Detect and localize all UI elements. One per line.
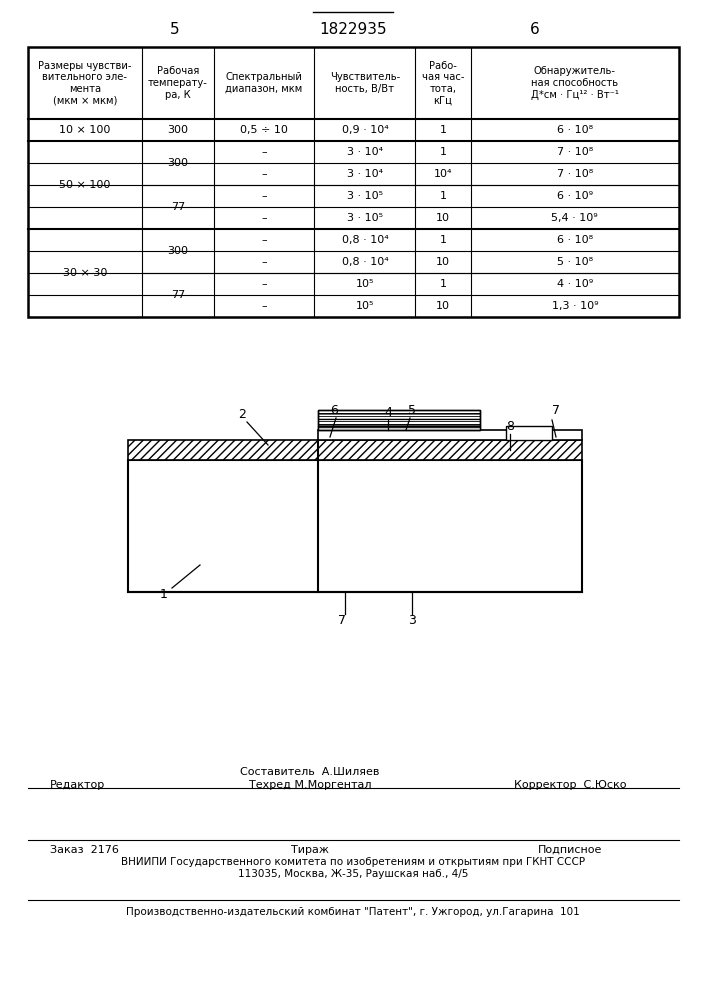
Text: –: – bbox=[261, 301, 267, 311]
Text: 3 · 10⁵: 3 · 10⁵ bbox=[347, 213, 383, 223]
Text: 6: 6 bbox=[530, 22, 540, 37]
Text: 1: 1 bbox=[440, 125, 447, 135]
Text: Чувствитель-
ность, В/Вт: Чувствитель- ность, В/Вт bbox=[329, 72, 400, 94]
Text: 7: 7 bbox=[552, 404, 560, 418]
Text: 1: 1 bbox=[440, 191, 447, 201]
Text: Рабо-
чая час-
тота,
кГц: Рабо- чая час- тота, кГц bbox=[422, 61, 464, 105]
Text: Тираж: Тираж bbox=[291, 845, 329, 855]
Text: 1: 1 bbox=[440, 147, 447, 157]
Text: 4 · 10⁹: 4 · 10⁹ bbox=[556, 279, 593, 289]
Bar bbox=[318, 440, 582, 460]
Text: 0,5 ÷ 10: 0,5 ÷ 10 bbox=[240, 125, 288, 135]
Text: 300: 300 bbox=[168, 246, 188, 256]
Text: 10⁵: 10⁵ bbox=[356, 301, 374, 311]
Text: 3 · 10⁴: 3 · 10⁴ bbox=[347, 147, 383, 157]
Bar bbox=[28, 47, 679, 317]
Text: 1,3 · 10⁹: 1,3 · 10⁹ bbox=[551, 301, 598, 311]
Text: 10⁴: 10⁴ bbox=[434, 169, 452, 179]
Text: –: – bbox=[261, 279, 267, 289]
Text: 1: 1 bbox=[440, 235, 447, 245]
Bar bbox=[128, 460, 582, 592]
Text: 0,9 · 10⁴: 0,9 · 10⁴ bbox=[341, 125, 388, 135]
Text: Заказ  2176: Заказ 2176 bbox=[50, 845, 119, 855]
Text: 2: 2 bbox=[238, 408, 246, 422]
Text: 5: 5 bbox=[170, 22, 180, 37]
Text: –: – bbox=[261, 257, 267, 267]
Text: 6 · 10⁸: 6 · 10⁸ bbox=[557, 235, 593, 245]
Text: 113035, Москва, Ж-35, Раушская наб., 4/5: 113035, Москва, Ж-35, Раушская наб., 4/5 bbox=[238, 869, 468, 879]
Text: 77: 77 bbox=[170, 290, 185, 300]
Text: 1822935: 1822935 bbox=[319, 22, 387, 37]
Text: 1: 1 bbox=[160, 587, 168, 600]
Text: 7 · 10⁸: 7 · 10⁸ bbox=[557, 169, 593, 179]
Text: Составитель  А.Шиляев: Составитель А.Шиляев bbox=[240, 767, 380, 777]
Text: 6: 6 bbox=[330, 403, 338, 416]
Bar bbox=[318, 410, 480, 430]
Text: –: – bbox=[261, 147, 267, 157]
Text: 300: 300 bbox=[168, 158, 188, 168]
Text: 8: 8 bbox=[506, 420, 514, 432]
Text: Подписное: Подписное bbox=[538, 845, 602, 855]
Text: Корректор  С.Юско: Корректор С.Юско bbox=[514, 780, 626, 790]
Text: Размеры чувстви-
вительного эле-
мента
(мкм × мкм): Размеры чувстви- вительного эле- мента (… bbox=[38, 61, 132, 105]
Bar bbox=[506, 426, 552, 440]
Text: 10: 10 bbox=[436, 257, 450, 267]
Text: 50 × 100: 50 × 100 bbox=[59, 180, 111, 190]
Text: 30 × 30: 30 × 30 bbox=[63, 268, 107, 278]
Text: –: – bbox=[261, 169, 267, 179]
Text: 3 · 10⁴: 3 · 10⁴ bbox=[347, 169, 383, 179]
Bar bbox=[318, 426, 480, 430]
Text: 7: 7 bbox=[338, 614, 346, 628]
Text: 5 · 10⁸: 5 · 10⁸ bbox=[557, 257, 593, 267]
Text: –: – bbox=[261, 235, 267, 245]
Text: 10: 10 bbox=[436, 213, 450, 223]
Text: Спектральный
диапазон, мкм: Спектральный диапазон, мкм bbox=[226, 72, 303, 94]
Text: Производственно-издательский комбинат "Патент", г. Ужгород, ул.Гагарина  101: Производственно-издательский комбинат "П… bbox=[126, 907, 580, 917]
Text: 3 · 10⁵: 3 · 10⁵ bbox=[347, 191, 383, 201]
Text: Рабочая
температу-
ра, К: Рабочая температу- ра, К bbox=[148, 66, 208, 100]
Text: –: – bbox=[261, 213, 267, 223]
Text: 3: 3 bbox=[408, 614, 416, 628]
Text: 10: 10 bbox=[436, 301, 450, 311]
Bar bbox=[318, 410, 480, 430]
Bar bbox=[128, 440, 318, 460]
Text: 6 · 10⁸: 6 · 10⁸ bbox=[557, 125, 593, 135]
Text: 10 × 100: 10 × 100 bbox=[59, 125, 111, 135]
Text: 0,8 · 10⁴: 0,8 · 10⁴ bbox=[341, 235, 388, 245]
Text: Обнаружитель-
ная способность
Д*см · Гц¹² · Вт⁻¹: Обнаружитель- ная способность Д*см · Гц¹… bbox=[531, 66, 619, 100]
Text: 300: 300 bbox=[168, 125, 188, 135]
Text: 6 · 10⁹: 6 · 10⁹ bbox=[557, 191, 593, 201]
Text: 10⁵: 10⁵ bbox=[356, 279, 374, 289]
Text: 5,4 · 10⁹: 5,4 · 10⁹ bbox=[551, 213, 598, 223]
Text: Редактор: Редактор bbox=[50, 780, 105, 790]
Text: 77: 77 bbox=[170, 202, 185, 212]
Text: 4: 4 bbox=[384, 406, 392, 418]
Text: Техред М.Моргентал: Техред М.Моргентал bbox=[249, 780, 371, 790]
Text: ВНИИПИ Государственного комитета по изобретениям и открытиям при ГКНТ СССР: ВНИИПИ Государственного комитета по изоб… bbox=[121, 857, 585, 867]
Text: 1: 1 bbox=[440, 279, 447, 289]
Text: 7 · 10⁸: 7 · 10⁸ bbox=[557, 147, 593, 157]
Text: 0,8 · 10⁴: 0,8 · 10⁴ bbox=[341, 257, 388, 267]
Bar bbox=[318, 430, 582, 440]
Text: –: – bbox=[261, 191, 267, 201]
Text: 5: 5 bbox=[408, 403, 416, 416]
